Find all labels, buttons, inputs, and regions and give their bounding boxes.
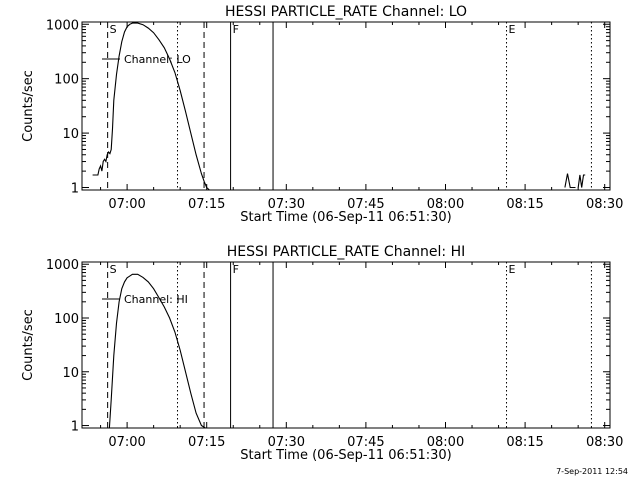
y-axis-label: Counts/sec [21,309,36,381]
x-tick-label: 07:45 [347,197,384,212]
event-marker-label: S [110,23,117,36]
timestamp: 7-Sep-2011 12:54 [556,467,628,476]
y-tick-label: 1000 [46,258,79,273]
x-tick-label: 08:15 [506,197,543,212]
x-tick-label: 07:00 [108,435,145,450]
event-marker-label: E [509,23,516,36]
y-tick-label: 1 [71,420,79,435]
x-tick-label: 08:15 [506,435,543,450]
x-axis-label: Start Time (06-Sep-11 06:51:30) [240,448,451,463]
x-tick-label: 07:15 [188,197,225,212]
plot-frame [81,21,611,191]
rate-series-line [92,22,210,191]
event-marker-label: F [233,23,239,36]
x-tick-label: 07:30 [268,197,305,212]
x-tick-label: 08:30 [586,435,623,450]
y-tick-label: 1000 [46,18,79,33]
y-tick-label: 10 [62,366,79,381]
chart-title: HESSI PARTICLE_RATE Channel: LO [225,4,467,20]
y-tick-label: 100 [54,73,79,88]
x-tick-label: 08:00 [427,435,464,450]
event-marker-label: E [509,263,516,276]
rate-series-line [577,174,586,188]
y-tick-label: 1 [71,182,79,197]
y-axis-label: Counts/sec [21,70,36,142]
x-tick-label: 07:30 [268,435,305,450]
y-tick-label: 100 [54,312,79,327]
event-marker-label: F [233,263,239,276]
plot-frame [81,261,611,429]
legend-label: Channel: LO [124,53,191,66]
x-tick-label: 07:15 [188,435,225,450]
rate-series-line [108,273,206,429]
x-axis-label: Start Time (06-Sep-11 06:51:30) [240,210,451,225]
y-tick-label: 10 [62,127,79,142]
event-marker-label: S [110,263,117,276]
x-tick-label: 07:45 [347,435,384,450]
chart-title: HESSI PARTICLE_RATE Channel: HI [227,244,465,260]
legend-label: Channel: HI [124,293,188,306]
x-tick-label: 08:00 [427,197,464,212]
x-tick-label: 07:00 [108,197,145,212]
x-tick-label: 08:30 [586,197,623,212]
rate-series-line [564,173,576,189]
